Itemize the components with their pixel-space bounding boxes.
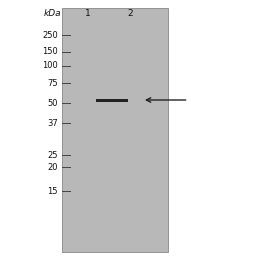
Text: 50: 50: [48, 99, 58, 108]
Text: 250: 250: [42, 30, 58, 39]
Text: 150: 150: [42, 48, 58, 57]
Text: 1: 1: [85, 9, 91, 18]
Text: 15: 15: [48, 187, 58, 196]
Text: 25: 25: [48, 151, 58, 159]
Text: 75: 75: [47, 79, 58, 88]
Text: kDa: kDa: [43, 9, 61, 18]
Text: 37: 37: [47, 119, 58, 127]
Bar: [62, 8, 168, 252]
Text: 20: 20: [48, 163, 58, 172]
Text: 100: 100: [42, 61, 58, 70]
Text: 2: 2: [127, 9, 133, 18]
Bar: [96, 99, 128, 101]
